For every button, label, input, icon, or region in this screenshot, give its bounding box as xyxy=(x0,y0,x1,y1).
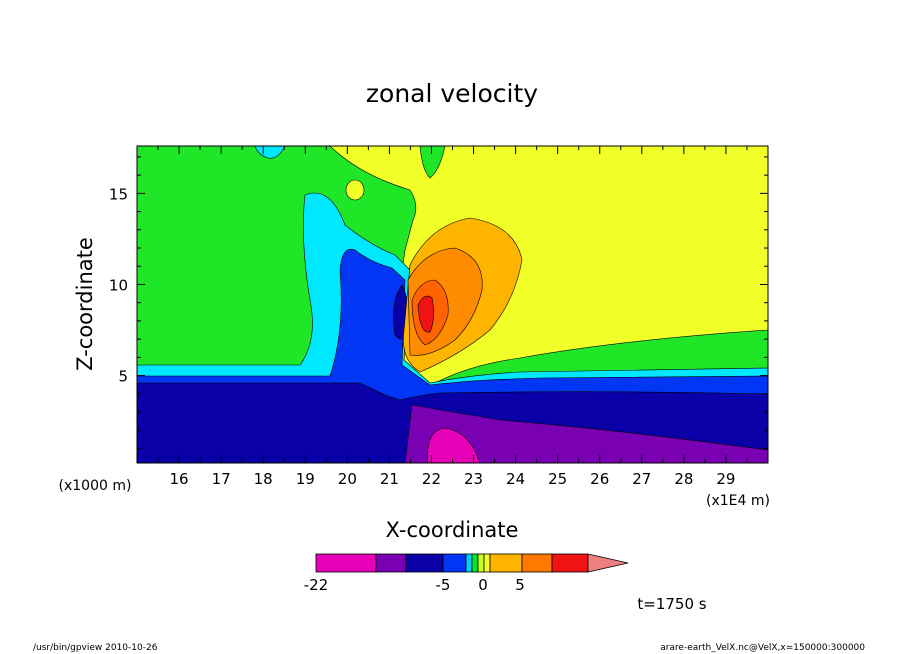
colorbar-segment xyxy=(315,553,377,573)
colorbar-segment xyxy=(375,553,407,573)
region-yellow-islet xyxy=(345,179,365,201)
chart-title: zonal velocity xyxy=(366,79,538,108)
colorbar-labels: -22 -5 0 5 xyxy=(304,576,525,594)
y-axis-label: Z-coordinate xyxy=(73,237,97,371)
region-red xyxy=(417,295,434,333)
footer-left: /usr/bin/gpview 2010-10-26 xyxy=(33,643,158,653)
x-tick-label: 29 xyxy=(716,470,735,488)
colorbar-segment xyxy=(489,553,523,573)
region-purple xyxy=(404,404,768,463)
x-tick-label: 22 xyxy=(422,470,441,488)
colorbar-segment xyxy=(477,553,485,573)
x-tick-label: 28 xyxy=(674,470,693,488)
colorbar-arrow xyxy=(587,553,629,573)
colorbar-label: 5 xyxy=(515,576,525,594)
x-tick-label: 27 xyxy=(632,470,651,488)
y-tick-label: 5 xyxy=(118,368,128,386)
colorbar-segment xyxy=(442,553,467,573)
colorbar-label: -5 xyxy=(436,576,451,594)
x-tick-label: 19 xyxy=(296,470,315,488)
x-tick-label: 18 xyxy=(254,470,273,488)
colorbar-segment xyxy=(465,553,473,573)
x-unit-left: (x1000 m) xyxy=(59,478,132,494)
footer-right: arare-earth_VelX.nc@VelX,x=150000:300000 xyxy=(660,643,865,653)
x-tick-label: 20 xyxy=(338,470,357,488)
x-tick-label: 21 xyxy=(380,470,399,488)
x-tick-label: 26 xyxy=(590,470,609,488)
colorbar-label: 0 xyxy=(478,576,488,594)
region-cyan-top xyxy=(254,146,286,159)
y-tick-label: 10 xyxy=(109,276,128,294)
colorbar-segment xyxy=(551,553,589,573)
x-axis-ticks: 16 17 18 19 20 21 22 23 24 25 26 27 28 29 xyxy=(136,146,769,488)
x-axis-label: X-coordinate xyxy=(386,518,519,542)
region-green-top xyxy=(419,146,446,179)
colorbar-segment xyxy=(521,553,553,573)
time-label: t=1750 s xyxy=(637,595,706,613)
x-unit-right: (x1E4 m) xyxy=(706,493,770,509)
x-tick-label: 16 xyxy=(170,470,189,488)
colorbar xyxy=(315,553,629,573)
y-tick-label: 15 xyxy=(109,185,128,203)
contour-plot xyxy=(137,146,768,463)
colorbar-label: -22 xyxy=(304,576,329,594)
colorbar-segment xyxy=(405,553,444,573)
region-magenta xyxy=(427,427,481,463)
x-tick-label: 17 xyxy=(212,470,231,488)
x-tick-label: 25 xyxy=(548,470,567,488)
x-tick-label: 24 xyxy=(506,470,525,488)
y-axis-ticks: 5 10 15 xyxy=(109,156,768,449)
colorbar-segment xyxy=(471,553,479,573)
colorbar-segment xyxy=(483,553,491,573)
x-tick-label: 23 xyxy=(464,470,483,488)
